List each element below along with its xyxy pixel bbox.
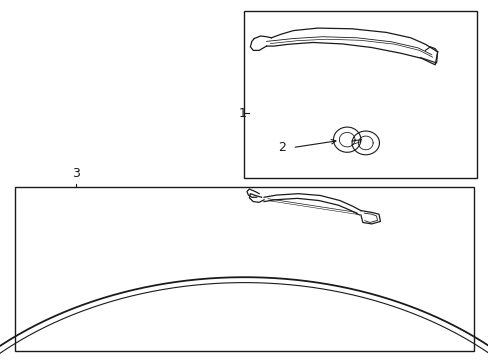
- Text: 1: 1: [239, 107, 246, 120]
- Bar: [244, 11, 476, 178]
- Bar: [15, 187, 473, 351]
- Polygon shape: [264, 194, 360, 215]
- Polygon shape: [360, 211, 380, 224]
- Text: 3: 3: [72, 167, 80, 180]
- Text: 2: 2: [278, 141, 285, 154]
- Polygon shape: [333, 127, 360, 152]
- Polygon shape: [266, 28, 437, 65]
- Polygon shape: [351, 131, 379, 155]
